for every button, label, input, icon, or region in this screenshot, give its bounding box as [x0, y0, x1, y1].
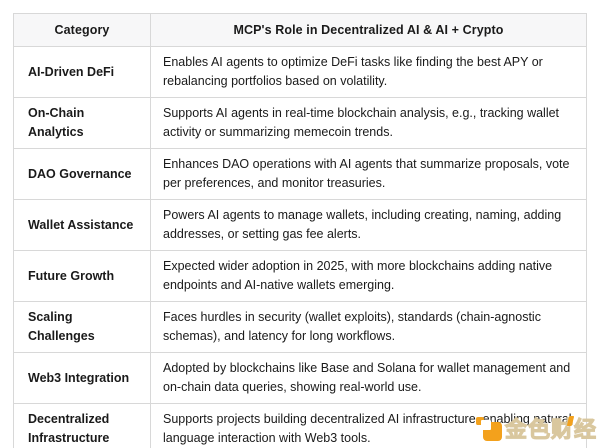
description-cell: Enhances DAO operations with AI agents t…: [150, 148, 587, 200]
description-cell: Supports AI agents in real-time blockcha…: [150, 97, 587, 149]
table-row: Web3 Integration Adopted by blockchains …: [13, 352, 587, 404]
description-cell: Powers AI agents to manage wallets, incl…: [150, 199, 587, 251]
category-cell: DAO Governance: [13, 148, 151, 200]
table-header-row: Category MCP's Role in Decentralized AI …: [13, 13, 587, 47]
description-cell: Supports projects building decentralized…: [150, 403, 587, 448]
description-cell: Faces hurdles in security (wallet exploi…: [150, 301, 587, 353]
category-cell: On-Chain Analytics: [13, 97, 151, 149]
table: Category MCP's Role in Decentralized AI …: [13, 13, 587, 448]
table-row: Decentralized Infrastructure Supports pr…: [13, 403, 587, 448]
table-row: AI-Driven DeFi Enables AI agents to opti…: [13, 46, 587, 98]
category-cell: Wallet Assistance: [13, 199, 151, 251]
header-mcp-role: MCP's Role in Decentralized AI & AI + Cr…: [150, 13, 587, 47]
category-cell: AI-Driven DeFi: [13, 46, 151, 98]
table-row: Future Growth Expected wider adoption in…: [13, 250, 587, 302]
category-cell: Scaling Challenges: [13, 301, 151, 353]
description-cell: Expected wider adoption in 2025, with mo…: [150, 250, 587, 302]
category-cell: Web3 Integration: [13, 352, 151, 404]
category-cell: Decentralized Infrastructure: [13, 403, 151, 448]
table-row: DAO Governance Enhances DAO operations w…: [13, 148, 587, 200]
category-cell: Future Growth: [13, 250, 151, 302]
table-row: Wallet Assistance Powers AI agents to ma…: [13, 199, 587, 251]
table-row: Scaling Challenges Faces hurdles in secu…: [13, 301, 587, 353]
mcp-roles-table: Category MCP's Role in Decentralized AI …: [13, 13, 587, 448]
header-category: Category: [13, 13, 151, 47]
description-cell: Adopted by blockchains like Base and Sol…: [150, 352, 587, 404]
description-cell: Enables AI agents to optimize DeFi tasks…: [150, 46, 587, 98]
table-row: On-Chain Analytics Supports AI agents in…: [13, 97, 587, 149]
